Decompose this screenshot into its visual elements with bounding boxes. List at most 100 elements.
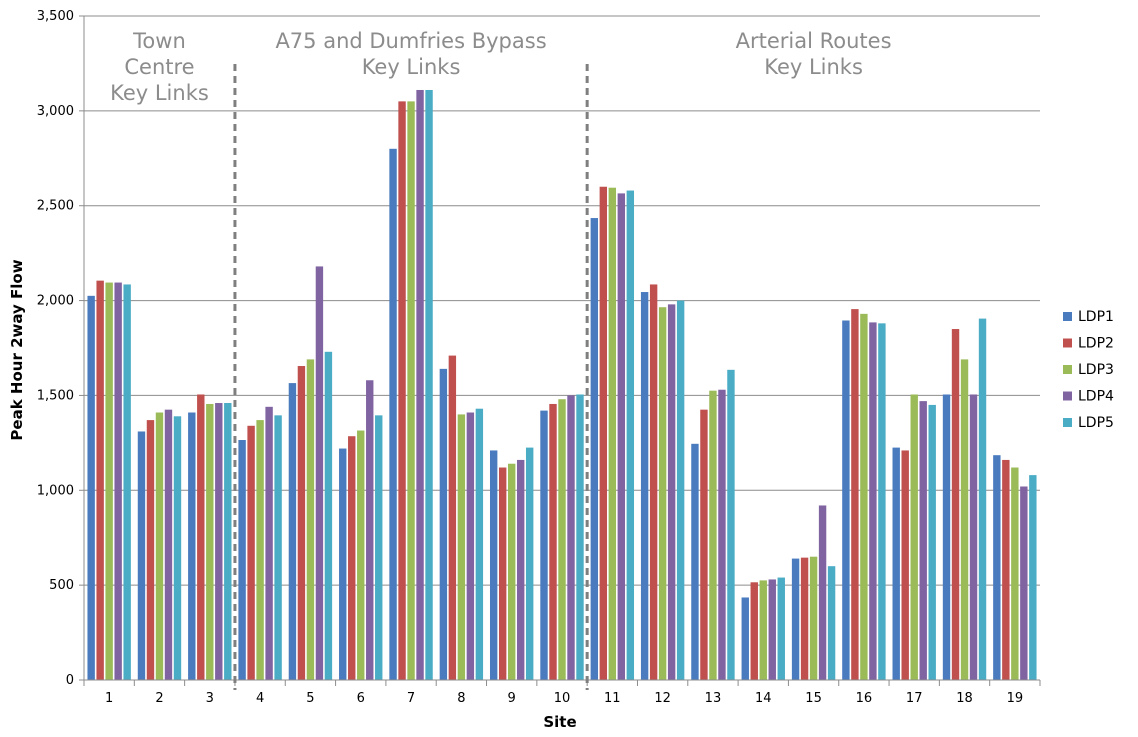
bar-ldp3-site-9 [508, 464, 515, 680]
bar-ldp3-site-10 [558, 399, 565, 680]
y-axis-title: Peak Hour 2way Flow [8, 259, 26, 440]
x-tick-label: 1 [105, 691, 113, 706]
bar-ldp3-site-4 [256, 420, 263, 680]
y-tick-label: 1,500 [37, 388, 74, 403]
bar-ldp2-site-8 [449, 356, 456, 680]
bar-ldp2-site-4 [247, 426, 254, 680]
bar-ldp4-site-1 [114, 283, 121, 680]
bar-ldp2-site-9 [499, 468, 506, 680]
bar-ldp1-site-5 [289, 383, 296, 680]
legend-swatch-ldp2 [1063, 339, 1072, 348]
bar-ldp2-site-6 [348, 436, 355, 680]
bar-ldp2-site-17 [902, 450, 909, 680]
legend-swatch-ldp4 [1063, 392, 1072, 401]
bar-ldp1-site-3 [188, 413, 195, 680]
legend-swatch-ldp3 [1063, 365, 1072, 374]
legend: LDP1 LDP2 LDP3 LDP4 LDP5 [1063, 309, 1114, 431]
legend-label-ldp4: LDP4 [1078, 389, 1114, 405]
bar-ldp4-site-15 [819, 505, 826, 680]
bar-ldp4-site-13 [718, 390, 725, 680]
region-label-line: Key Links [764, 55, 863, 79]
bar-ldp5-site-2 [174, 416, 181, 680]
bar-ldp5-site-17 [929, 405, 936, 680]
legend-label-ldp3: LDP3 [1078, 362, 1114, 378]
bar-ldp3-site-14 [760, 580, 767, 680]
bar-ldp4-site-4 [265, 407, 272, 680]
bar-ldp1-site-9 [490, 450, 497, 680]
bar-ldp4-site-5 [316, 266, 323, 680]
bar-ldp3-site-19 [1011, 468, 1018, 680]
bar-ldp5-site-11 [627, 191, 634, 680]
bar-ldp4-site-18 [970, 394, 977, 680]
bar-ldp1-site-8 [440, 369, 447, 680]
bar-ldp2-site-18 [952, 329, 959, 680]
legend-swatch-ldp5 [1063, 418, 1072, 427]
bar-ldp5-site-12 [677, 301, 684, 680]
x-tick-label: 10 [554, 691, 571, 706]
bar-ldp4-site-16 [869, 322, 876, 680]
y-tick-label: 1,000 [37, 483, 74, 498]
bar-ldp1-site-13 [691, 444, 698, 680]
bar-ldp5-site-15 [828, 566, 835, 680]
bar-ldp5-site-13 [727, 370, 734, 680]
bar-ldp2-site-10 [549, 404, 556, 680]
bar-ldp1-site-4 [238, 440, 245, 680]
bar-ldp2-site-7 [398, 101, 405, 680]
bar-ldp3-site-3 [206, 404, 213, 680]
bar-ldp2-site-13 [700, 410, 707, 680]
x-tick-label: 14 [755, 691, 772, 706]
region-label-line: A75 and Dumfries Bypass [275, 29, 546, 53]
bar-ldp4-site-3 [215, 403, 222, 680]
bar-ldp4-site-10 [567, 395, 574, 680]
bar-ldp5-site-10 [576, 394, 583, 680]
bar-ldp3-site-13 [709, 391, 716, 680]
bar-ldp5-site-9 [526, 448, 533, 680]
bar-ldp5-site-1 [123, 284, 130, 680]
x-tick-label: 18 [956, 691, 973, 706]
bar-ldp3-site-5 [307, 359, 314, 680]
legend-label-ldp5: LDP5 [1078, 415, 1114, 431]
bar-ldp1-site-11 [591, 218, 598, 680]
bar-ldp5-site-7 [425, 90, 432, 680]
bar-ldp4-site-8 [467, 413, 474, 680]
region-label-line: Centre [124, 55, 194, 79]
bar-ldp3-site-17 [911, 394, 918, 680]
bar-ldp5-site-19 [1029, 475, 1036, 680]
bar-ldp3-site-7 [407, 101, 414, 680]
bar-ldp5-site-5 [325, 352, 332, 680]
bar-ldp4-site-17 [920, 401, 927, 680]
x-tick-label: 5 [306, 691, 314, 706]
x-tick-label: 7 [407, 691, 415, 706]
bar-ldp5-site-14 [778, 578, 785, 680]
bar-ldp1-site-19 [993, 455, 1000, 680]
bar-ldp1-site-6 [339, 449, 346, 680]
bar-ldp4-site-19 [1020, 486, 1027, 680]
bar-ldp1-site-2 [138, 431, 145, 680]
region-label-line: Arterial Routes [736, 29, 892, 53]
x-tick-label: 3 [206, 691, 214, 706]
bar-ldp4-site-11 [618, 193, 625, 680]
y-tick-label: 0 [66, 673, 74, 688]
bar-ldp4-site-12 [668, 304, 675, 680]
bar-ldp3-site-16 [860, 314, 867, 680]
region-label-line: Town [132, 29, 186, 53]
x-tick-label: 8 [457, 691, 465, 706]
bar-ldp2-site-11 [600, 187, 607, 680]
legend-label-ldp2: LDP2 [1078, 336, 1114, 352]
bar-ldp3-site-11 [609, 188, 616, 680]
bar-ldp1-site-16 [842, 320, 849, 680]
x-tick-label: 19 [1007, 691, 1024, 706]
bar-ldp2-site-12 [650, 284, 657, 680]
bar-ldp2-site-3 [197, 394, 204, 680]
bar-ldp1-site-10 [540, 411, 547, 680]
bar-ldp1-site-12 [641, 292, 648, 680]
legend-label-ldp1: LDP1 [1078, 309, 1114, 325]
x-tick-label: 15 [805, 691, 822, 706]
x-tick-label: 17 [906, 691, 923, 706]
x-tick-label: 4 [256, 691, 264, 706]
y-tick-label: 3,500 [37, 9, 74, 24]
bar-ldp2-site-15 [801, 558, 808, 680]
